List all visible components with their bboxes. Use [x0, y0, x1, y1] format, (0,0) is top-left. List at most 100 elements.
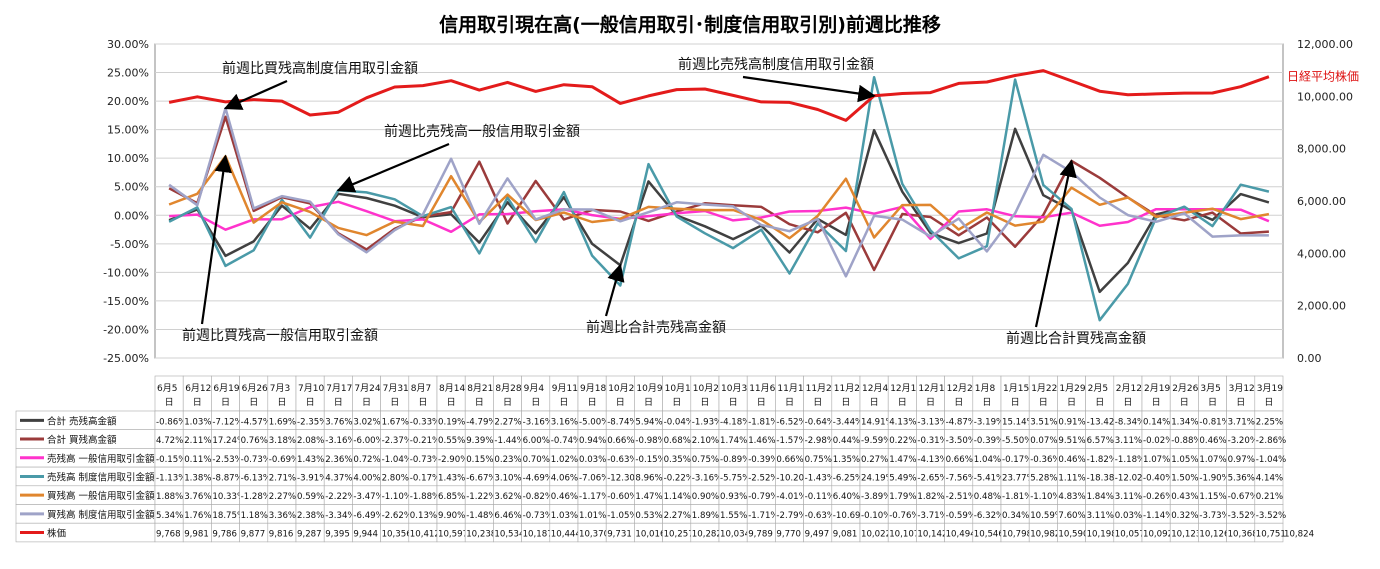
table-value: 1.79%: [889, 492, 916, 502]
table-value: 9,816: [269, 530, 294, 540]
table-header-day: 日: [1039, 397, 1048, 408]
table-value: 1.35%: [833, 455, 860, 465]
table-header-cell: [352, 375, 381, 412]
table-value: 1.43%: [297, 455, 324, 465]
table-header-cell: [577, 375, 607, 412]
table-value: 9,944: [353, 530, 378, 540]
table-value: -9.59%: [861, 436, 891, 446]
table-value: 9,395: [325, 530, 350, 540]
table-value: 0.48%: [974, 492, 1001, 502]
table-header-day: 日: [672, 397, 681, 408]
legend-label: 売残高 制度信用取引金額: [47, 471, 155, 483]
table-header-date: 11月27: [834, 383, 866, 394]
table-value: -0.76%: [889, 511, 919, 521]
table-value: 4.72%: [156, 436, 183, 446]
table-header-day: 日: [926, 397, 935, 408]
table-value: 9,497: [805, 530, 830, 540]
table-header-day: 日: [1208, 397, 1217, 408]
table-value: -5.75%: [720, 473, 750, 483]
table-header-date: 1月22: [1031, 383, 1057, 394]
table-value: 4.00%: [353, 473, 380, 483]
annotation-label: 前週比売残高制度信用取引金額: [678, 56, 874, 73]
table-value: 0.59%: [297, 492, 324, 502]
table-value: 0.34%: [1002, 511, 1029, 521]
table-value: -8.87%: [212, 473, 242, 483]
table-value: 4.37%: [325, 473, 352, 483]
table-header-day: 日: [700, 397, 709, 408]
table-value: 7.60%: [1058, 511, 1085, 521]
table-value: 10,057: [1115, 530, 1145, 540]
table-value: 0.22%: [889, 436, 916, 446]
table-value: 9.90%: [438, 511, 465, 521]
table-value: 2.71%: [269, 473, 296, 483]
table-header-day: 日: [1180, 397, 1189, 408]
table-value: 0.43%: [1171, 492, 1198, 502]
table-header-cell: [1113, 375, 1143, 412]
table-value: 1.47%: [635, 492, 662, 502]
table-header-cell: [267, 375, 297, 412]
table-value: -0.17%: [410, 473, 440, 483]
table-header-cell: [944, 375, 974, 412]
table-value: -3.16%: [523, 417, 553, 427]
table-value: -6.67%: [466, 473, 496, 483]
table-value: 0.27%: [861, 455, 888, 465]
table-header-date: 12月4: [862, 383, 888, 394]
table-value: -2.53%: [212, 455, 242, 465]
table-value: 0.15%: [466, 455, 493, 465]
table-value: -4.87%: [946, 417, 976, 427]
table-header-day: 日: [475, 397, 484, 408]
table-value: 10,982: [1030, 530, 1060, 540]
table-value: -2.37%: [382, 436, 412, 446]
table-header-cell: [1226, 375, 1256, 412]
table-header-day: 日: [1011, 397, 1020, 408]
table-header-cell: [746, 375, 776, 412]
table-header-day: 日: [362, 397, 371, 408]
table-value: -4.69%: [523, 473, 553, 483]
table-value: 0.91%: [1058, 417, 1085, 427]
table-header-day: 日: [813, 397, 822, 408]
table-value: 1.14%: [664, 492, 691, 502]
table-value: 0.76%: [241, 436, 268, 446]
y-right-tick-label: 12,000.00: [1297, 38, 1353, 51]
table-value: 10,412: [410, 530, 440, 540]
table-value: -0.89%: [720, 455, 750, 465]
table-value: 3.36%: [269, 511, 296, 521]
table-value: 10,370: [579, 530, 609, 540]
table-value: 10,142: [917, 530, 947, 540]
table-value: 0.19%: [438, 417, 465, 427]
table-header-date: 9月4: [524, 383, 545, 394]
table-value: -1.43%: [805, 473, 835, 483]
table-header-cell: [1169, 375, 1199, 412]
table-value: -0.73%: [410, 455, 440, 465]
table-value: 1.76%: [184, 511, 211, 521]
table-header-day: 日: [1095, 397, 1104, 408]
table-value: 10,590: [1058, 530, 1088, 540]
table-value: 10,107: [889, 530, 919, 540]
table-value: -3.73%: [1199, 511, 1229, 521]
chart-title: 信用取引現在高(一般信用取引･制度信用取引別)前週比推移: [439, 13, 941, 36]
legend-label: 買残高 制度信用取引金額: [47, 509, 155, 521]
series-line-5: [168, 106, 1269, 278]
table-value: 1.55%: [720, 511, 747, 521]
table-value: -0.82%: [523, 492, 553, 502]
table-value: 5.49%: [889, 473, 916, 483]
table-value: 10,034: [720, 530, 750, 540]
series-line-6: [168, 69, 1270, 122]
table-value: -2.51%: [946, 492, 976, 502]
legend-label: 合計 買残高金額: [47, 434, 117, 446]
table-value: -1.28%: [241, 492, 271, 502]
table-header-date: 7月10: [298, 383, 324, 394]
table-value: -0.15%: [635, 455, 665, 465]
table-value: 0.93%: [720, 492, 747, 502]
table-value: -1.88%: [410, 492, 440, 502]
table-value: -0.02%: [1143, 436, 1173, 446]
table-header-cell: [211, 375, 240, 412]
table-header-date: 6月26: [242, 383, 268, 394]
table-value: -10.69: [833, 511, 861, 521]
table-value: 3.11%: [1087, 511, 1114, 521]
table-header-date: 10月30: [721, 383, 753, 394]
table-value: 0.66%: [946, 455, 973, 465]
table-value: 4.83%: [1058, 492, 1085, 502]
